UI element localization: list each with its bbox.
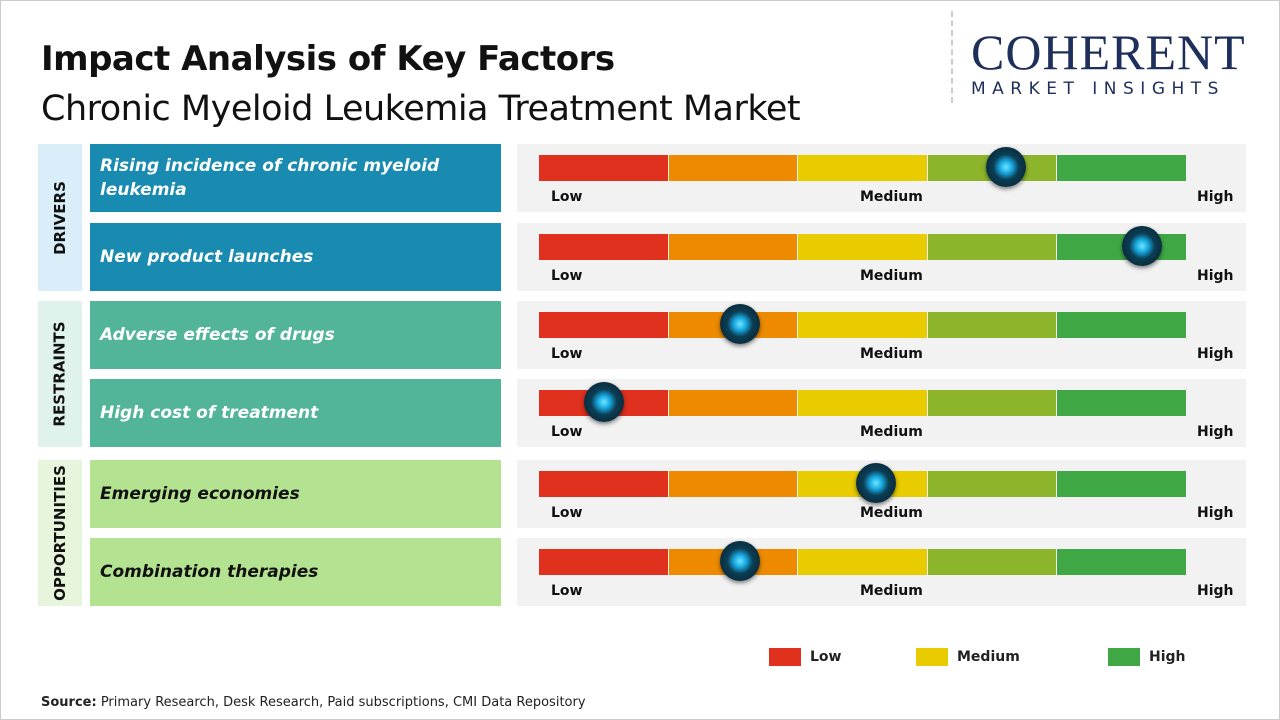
factor-label: High cost of treatment [90, 379, 501, 447]
coherent-logo: COHERENT MARKET INSIGHTS [951, 11, 1271, 103]
gauge-segment [539, 471, 668, 497]
category-drivers: DRIVERS [38, 144, 82, 291]
legend-high: High [1108, 648, 1186, 666]
source-label: Source: [41, 695, 97, 710]
impact-marker [583, 382, 624, 422]
gauge-segment [668, 390, 798, 416]
legend-label-low: Low [810, 649, 842, 665]
scale-label-high: High [1197, 268, 1234, 284]
impact-gauge: Low Medium High [517, 144, 1246, 212]
gauge-segment [668, 234, 798, 260]
gauge-segment [1057, 471, 1186, 497]
category-label: RESTRAINTS [51, 321, 70, 427]
category-label: OPPORTUNITIES [51, 465, 69, 601]
logo-tagline: MARKET INSIGHTS [971, 79, 1225, 99]
gauge-segment [539, 234, 668, 260]
scale-label-high: High [1197, 505, 1234, 521]
legend-low: Low [769, 648, 841, 666]
impact-marker [855, 463, 896, 503]
factor-label: Combination therapies [90, 538, 501, 606]
legend-swatch-high [1108, 648, 1140, 666]
gauge-segment [1057, 312, 1186, 338]
scale-label-medium: Medium [860, 583, 923, 599]
gauge-segment [1057, 390, 1186, 416]
page-title: Impact Analysis of Key Factors [41, 39, 615, 79]
gauge-segment [798, 549, 927, 575]
gauge-segment [798, 390, 927, 416]
scale-label-low: Low [551, 505, 583, 521]
scale-label-low: Low [551, 346, 583, 362]
scale-label-low: Low [551, 268, 583, 284]
impact-gauge: Low Medium High [517, 460, 1246, 528]
scale-label-medium: Medium [860, 189, 923, 205]
gauge-segment [927, 390, 1057, 416]
impact-marker [1121, 226, 1162, 266]
gauge-segment [927, 234, 1057, 260]
impact-gauge: Low Medium High [517, 379, 1246, 447]
scale-label-medium: Medium [860, 505, 923, 521]
factor-label: Emerging economies [90, 460, 501, 528]
gauge-segment [539, 312, 668, 338]
legend-label-medium: Medium [957, 649, 1020, 665]
gauge-segment [668, 471, 798, 497]
factor-label: Rising incidence of chronic myeloid leuk… [90, 144, 501, 212]
gauge-segment [539, 549, 668, 575]
impact-gauge: Low Medium High [517, 301, 1246, 369]
category-restraints: RESTRAINTS [38, 301, 82, 447]
legend-swatch-medium [916, 648, 948, 666]
scale-label-medium: Medium [860, 346, 923, 362]
source-text: Primary Research, Desk Research, Paid su… [96, 695, 586, 710]
scale-label-high: High [1197, 346, 1234, 362]
legend-label-high: High [1149, 649, 1186, 665]
scale-label-high: High [1197, 583, 1234, 599]
impact-gauge: Low Medium High [517, 538, 1246, 606]
gauge-segment [798, 234, 927, 260]
gauge-segment [798, 155, 927, 181]
gauge-segment [927, 312, 1057, 338]
impact-marker [719, 541, 760, 581]
factor-label: Adverse effects of drugs [90, 301, 501, 369]
impact-gauge: Low Medium High [517, 223, 1246, 291]
logo-wordmark: COHERENT [971, 24, 1246, 80]
source-note: Source: Primary Research, Desk Research,… [41, 695, 586, 710]
gauge-segment [539, 155, 668, 181]
impact-marker [985, 147, 1026, 187]
scale-label-high: High [1197, 189, 1234, 205]
scale-label-high: High [1197, 424, 1234, 440]
scale-label-low: Low [551, 424, 583, 440]
gauge-segment [927, 549, 1057, 575]
scale-label-low: Low [551, 583, 583, 599]
page-subtitle: Chronic Myeloid Leukemia Treatment Marke… [41, 89, 801, 129]
category-label: DRIVERS [51, 180, 70, 255]
factor-label: New product launches [90, 223, 501, 291]
scale-label-low: Low [551, 189, 583, 205]
gauge-segment [798, 312, 927, 338]
scale-label-medium: Medium [860, 424, 923, 440]
category-opportunities: OPPORTUNITIES [38, 460, 82, 606]
legend-medium: Medium [916, 648, 1020, 666]
gauge-segment [668, 155, 798, 181]
gauge-segment [927, 471, 1057, 497]
scale-label-medium: Medium [860, 268, 923, 284]
gauge-segment [1057, 155, 1186, 181]
legend-swatch-low [769, 648, 801, 666]
impact-marker [719, 304, 760, 344]
gauge-segment [1057, 549, 1186, 575]
